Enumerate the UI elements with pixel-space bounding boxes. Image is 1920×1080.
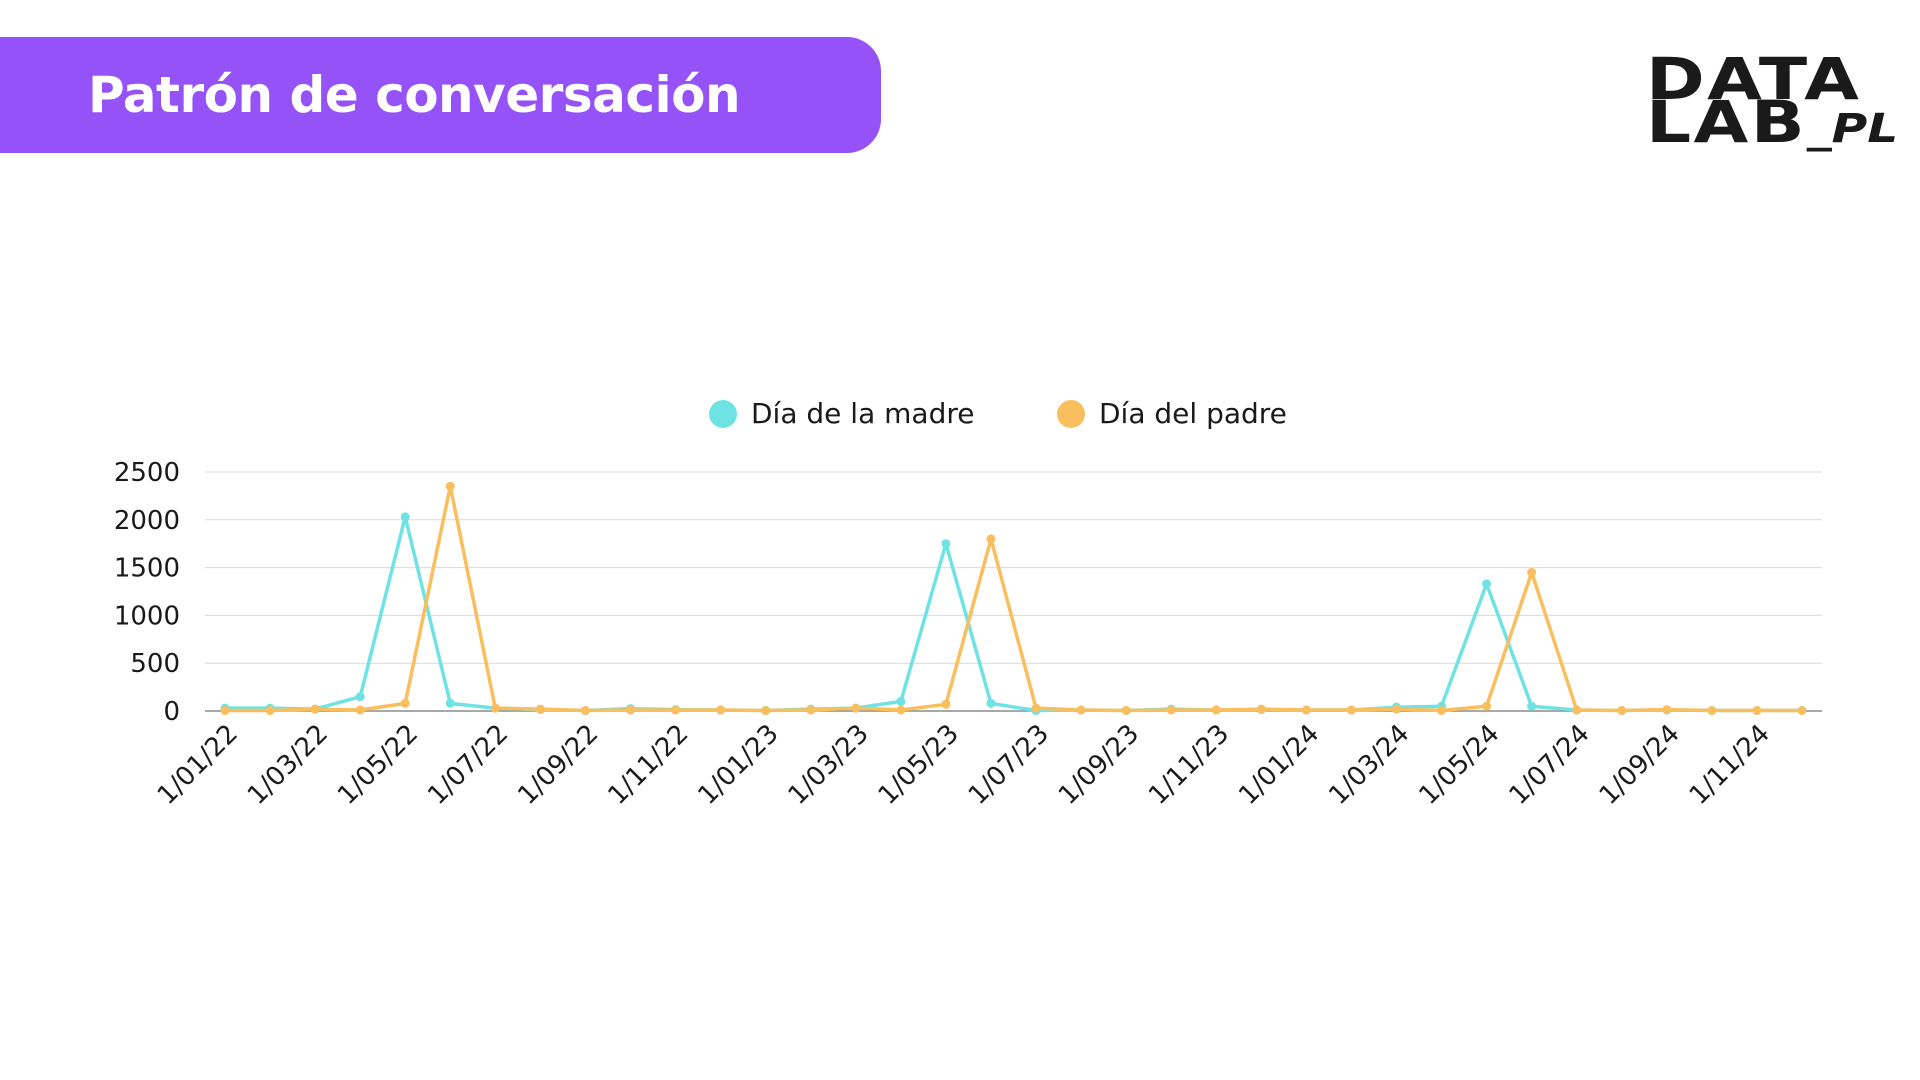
data-point-madre xyxy=(941,539,951,549)
data-point-padre xyxy=(310,704,320,714)
data-point-padre xyxy=(1617,706,1627,716)
data-point-madre xyxy=(896,696,906,706)
data-point-padre xyxy=(1121,706,1131,716)
data-point-padre xyxy=(1166,705,1176,715)
data-point-padre xyxy=(1752,706,1762,716)
page-title: Patrón de conversación xyxy=(88,66,741,124)
x-tick-label: 1/09/24 xyxy=(1594,719,1686,811)
legend-label-padre: Día del padre xyxy=(1099,397,1287,430)
data-point-padre xyxy=(490,703,500,713)
data-point-padre xyxy=(220,706,230,716)
logo-line-2: LAB_PL xyxy=(1646,93,1898,151)
data-point-padre xyxy=(1076,705,1086,715)
x-tick-label: 1/05/23 xyxy=(873,719,965,811)
x-tick-label: 1/11/23 xyxy=(1143,719,1235,811)
data-point-padre xyxy=(1031,703,1041,713)
data-point-padre xyxy=(1301,705,1311,715)
data-point-padre xyxy=(626,705,636,715)
chart-series xyxy=(220,481,1807,716)
data-point-padre xyxy=(1437,706,1447,716)
data-point-padre xyxy=(671,705,681,715)
x-tick-label: 1/07/23 xyxy=(963,719,1055,811)
data-point-padre xyxy=(1346,705,1356,715)
data-point-padre xyxy=(1707,706,1717,716)
x-axis-ticks: 1/01/221/03/221/05/221/07/221/09/221/11/… xyxy=(152,719,1776,811)
x-tick-label: 1/05/22 xyxy=(332,719,424,811)
data-point-padre xyxy=(1211,705,1221,715)
logo-line-2-main: LAB xyxy=(1646,88,1808,156)
y-tick-label: 2500 xyxy=(114,458,180,488)
data-point-padre xyxy=(851,703,861,713)
x-tick-label: 1/11/24 xyxy=(1684,719,1776,811)
data-point-padre xyxy=(1482,701,1492,711)
data-point-padre xyxy=(1572,705,1582,715)
y-tick-label: 1500 xyxy=(114,554,180,584)
x-tick-label: 1/09/22 xyxy=(512,719,604,811)
data-point-madre xyxy=(355,692,365,702)
data-point-padre xyxy=(535,704,545,714)
series-line-madre xyxy=(225,515,1802,713)
data-point-padre xyxy=(1256,704,1266,714)
x-tick-label: 1/07/22 xyxy=(422,719,514,811)
data-point-madre xyxy=(1482,579,1492,589)
data-point-padre xyxy=(265,706,275,716)
data-point-madre xyxy=(986,698,996,708)
x-tick-label: 1/03/23 xyxy=(783,719,875,811)
data-point-padre xyxy=(1527,567,1537,577)
data-point-padre xyxy=(761,706,771,716)
data-point-padre xyxy=(941,699,951,709)
data-point-madre xyxy=(445,698,455,708)
line-chart: Día de la madre Día del padre 0 500 1000 150… xyxy=(114,397,1822,811)
data-point-madre xyxy=(1527,701,1537,711)
x-tick-label: 1/07/24 xyxy=(1504,719,1596,811)
x-tick-label: 1/05/24 xyxy=(1413,719,1505,811)
data-point-madre xyxy=(400,512,410,522)
x-tick-label: 1/01/24 xyxy=(1233,719,1325,811)
legend-label-madre: Día de la madre xyxy=(751,397,974,430)
chart-legend: Día de la madre Día del padre xyxy=(709,397,1287,430)
legend-marker-madre xyxy=(709,400,737,428)
data-point-padre xyxy=(445,481,455,491)
x-tick-label: 1/09/23 xyxy=(1053,719,1145,811)
data-point-padre xyxy=(896,705,906,715)
title-banner: Patrón de conversación xyxy=(0,37,881,153)
data-point-padre xyxy=(1662,705,1672,715)
data-point-padre xyxy=(400,698,410,708)
chart-grid xyxy=(205,471,1822,712)
y-tick-label: 2000 xyxy=(114,506,180,536)
x-tick-label: 1/01/22 xyxy=(152,719,244,811)
legend-marker-padre xyxy=(1057,400,1085,428)
x-tick-label: 1/03/22 xyxy=(242,719,334,811)
data-point-padre xyxy=(1391,704,1401,714)
x-tick-label: 1/11/22 xyxy=(602,719,694,811)
data-point-padre xyxy=(806,705,816,715)
series-line-padre xyxy=(225,484,1802,713)
data-point-padre xyxy=(716,705,726,715)
data-point-padre xyxy=(580,706,590,716)
data-point-padre xyxy=(986,534,996,544)
logo-suffix: _PL xyxy=(1807,106,1899,152)
data-point-padre xyxy=(1797,706,1807,716)
y-tick-label: 500 xyxy=(130,649,180,679)
x-tick-label: 1/01/23 xyxy=(693,719,785,811)
x-tick-label: 1/03/24 xyxy=(1323,719,1415,811)
datalab-logo: DATA LAB_PL xyxy=(1646,45,1898,151)
y-tick-label: 0 xyxy=(163,697,180,727)
y-tick-label: 1000 xyxy=(114,601,180,631)
y-axis-ticks: 0 500 1000 1500 2000 2500 xyxy=(114,458,180,727)
logo-line-1: DATA xyxy=(1646,45,1862,113)
data-point-padre xyxy=(355,705,365,715)
